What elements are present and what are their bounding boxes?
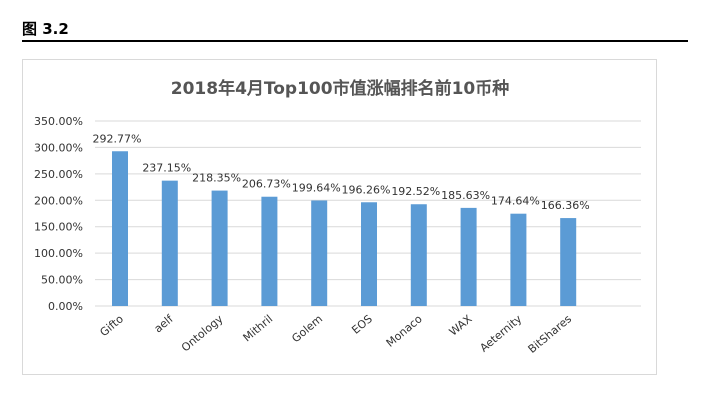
category-label: Monaco <box>384 312 425 350</box>
y-axis-ticks: 0.00% 50.00% 100.00% 150.00% 200.00% 250.00% 3… <box>34 115 83 313</box>
y-tick-label: 100.00% <box>34 247 83 260</box>
data-label: 192.52% <box>391 185 440 198</box>
data-label: 292.77% <box>93 132 142 145</box>
category-label: Mithril <box>241 312 276 344</box>
y-tick-label: 50.00% <box>41 274 83 287</box>
bar-mithril <box>261 196 278 306</box>
bar-bitshares <box>560 218 577 306</box>
y-tick-label: 0.00% <box>48 300 83 313</box>
category-label: aelf <box>152 312 177 336</box>
bar-golem <box>311 200 328 306</box>
data-label: 196.26% <box>342 183 391 196</box>
bar-gifto <box>112 151 128 306</box>
y-tick-label: 200.00% <box>34 194 83 207</box>
category-labels: Gifto aelf Ontology Mithril Golem EOS Monaco WA… <box>97 312 574 356</box>
bar-eos <box>361 202 377 306</box>
data-label: 185.63% <box>441 189 490 202</box>
chart-title: 2018年4月Top100市值涨幅排名前10币种 <box>171 78 509 99</box>
chart-container: 2018年4月Top100市值涨幅排名前10币种 0.00% 50.00% 100.… <box>22 59 657 375</box>
data-label: 166.36% <box>541 199 590 212</box>
y-tick-label: 150.00% <box>34 221 83 234</box>
category-label: WAX <box>447 312 475 339</box>
y-tick-label: 250.00% <box>34 168 83 181</box>
category-label: Gifto <box>97 312 126 339</box>
bar-aelf <box>161 180 178 306</box>
data-label: 206.73% <box>242 178 291 191</box>
data-label: 174.64% <box>491 195 540 208</box>
bar-chart: 2018年4月Top100市值涨幅排名前10币种 0.00% 50.00% 100.… <box>34 78 641 356</box>
category-label: Aeternity <box>477 312 524 355</box>
bar-wax <box>460 207 477 306</box>
data-label: 218.35% <box>192 172 241 185</box>
category-label: Golem <box>289 312 325 345</box>
y-tick-label: 350.00% <box>34 115 83 128</box>
category-label: BitShares <box>526 312 575 356</box>
bar-aeternity <box>510 213 527 306</box>
bar-ontology <box>211 190 228 306</box>
data-label: 199.64% <box>292 181 341 194</box>
data-labels: 292.77% 237.15%218.35% 206.73% 199.64% 196.2… <box>93 132 590 212</box>
category-label: EOS <box>349 312 375 336</box>
figure-label: 图 3.2 <box>22 20 69 38</box>
data-label: 237.15% <box>142 162 191 175</box>
bar-monaco <box>410 204 427 306</box>
header-rule <box>22 40 688 42</box>
bars <box>112 151 577 306</box>
category-label: Ontology <box>179 312 226 354</box>
y-tick-label: 300.00% <box>34 141 83 154</box>
